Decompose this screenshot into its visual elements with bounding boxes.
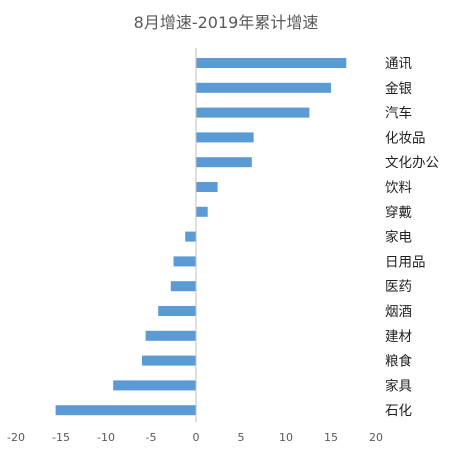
category-label: 家具 xyxy=(385,377,412,394)
category-label: 烟酒 xyxy=(385,304,412,320)
category-label: 汽车 xyxy=(385,105,412,122)
bar-8 xyxy=(173,256,196,267)
category-label: 金银 xyxy=(385,81,412,97)
x-tick-label: -10 xyxy=(97,431,115,444)
bar-6 xyxy=(196,206,208,217)
bar-11 xyxy=(145,330,196,341)
x-tick-label: 10 xyxy=(279,431,293,444)
x-tick-label: 15 xyxy=(324,431,338,444)
bar-7 xyxy=(185,231,196,242)
bar-4 xyxy=(196,157,252,168)
category-label: 家电 xyxy=(385,229,412,246)
category-label: 粮食 xyxy=(385,353,412,370)
x-tick-label: -5 xyxy=(146,431,157,444)
x-tick-label: 20 xyxy=(369,431,383,444)
category-label: 文化办公 xyxy=(385,155,439,171)
category-label: 穿戴 xyxy=(385,205,412,221)
bar-0 xyxy=(196,58,347,68)
category-label: 日用品 xyxy=(385,254,426,270)
bar-14 xyxy=(55,405,196,416)
x-tick-label: 5 xyxy=(238,431,245,444)
bar-9 xyxy=(170,281,196,292)
category-label: 通讯 xyxy=(385,56,412,72)
category-label: 医药 xyxy=(385,279,412,295)
bar-1 xyxy=(196,82,331,93)
chart-title: 8月增速-2019年累计增速 xyxy=(134,13,319,32)
bar-12 xyxy=(142,355,196,366)
x-tick-label: -15 xyxy=(52,431,70,444)
category-label: 化妆品 xyxy=(385,130,426,146)
bar-10 xyxy=(158,306,196,316)
bars-group xyxy=(55,58,347,416)
bar-13 xyxy=(113,380,196,391)
category-label: 饮料 xyxy=(385,180,412,196)
x-tick-label: 0 xyxy=(193,431,200,444)
bar-5 xyxy=(196,182,218,192)
category-label: 建材 xyxy=(385,329,412,345)
x-tick-label: -20 xyxy=(7,431,25,444)
x-tick-labels: -20 -15 -10 -5 0 5 10 15 20 xyxy=(7,431,383,444)
bar-2 xyxy=(196,107,310,118)
category-label: 石化 xyxy=(385,403,412,419)
bar-3 xyxy=(196,132,254,143)
